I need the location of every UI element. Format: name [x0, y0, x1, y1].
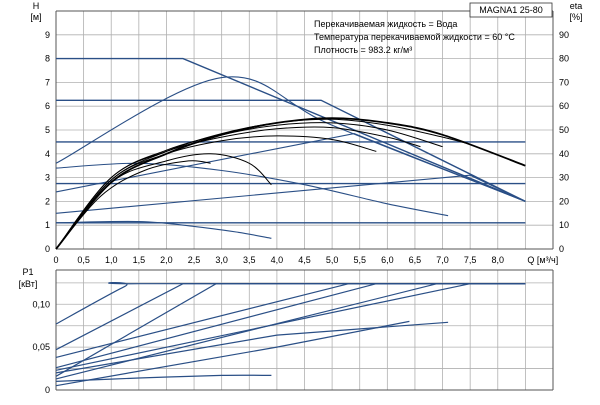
x-tick-label: 5,5 [353, 255, 366, 265]
y-tick-label: 9 [45, 30, 50, 40]
y-right-tick-label: 50 [559, 125, 569, 135]
x-tick-label: 3,0 [215, 255, 228, 265]
chart-title: MAGNA1 25-80 [479, 5, 543, 15]
y-right-tick-label: 20 [559, 196, 569, 206]
p1-tick-label: 0,10 [32, 299, 50, 309]
head-curve [55, 133, 526, 202]
y-right-tick-label: 30 [559, 173, 569, 183]
power-curve [55, 283, 526, 371]
x-tick-label: 7,5 [464, 255, 477, 265]
x-tick-label: 0 [53, 255, 58, 265]
title-box [469, 2, 553, 18]
y-tick-label: 3 [45, 173, 50, 183]
y-right-tick-label: 60 [559, 101, 569, 111]
efficiency-curve [55, 126, 421, 250]
y-tick-label: 8 [45, 54, 50, 64]
x-tick-label: 4,5 [298, 255, 311, 265]
y-right-axis-label: [%] [569, 12, 582, 22]
y-axis-label: H [33, 1, 40, 11]
head-curve [56, 57, 526, 203]
y-tick-label: 0 [45, 244, 50, 254]
x-tick-label: 8,0 [492, 255, 505, 265]
x-tick-label: 7,0 [436, 255, 449, 265]
x-tick-label: 6,0 [381, 255, 394, 265]
p1-tick-label: 0 [45, 385, 50, 395]
x-tick-label: 1,5 [133, 255, 146, 265]
x-axis-label: Q [м³/ч] [527, 255, 558, 265]
condition-line: Плотность = 983.2 кг/м³ [314, 45, 412, 55]
x-tick-label: 5,0 [326, 255, 339, 265]
condition-line: Перекачиваемая жидкость = Вода [314, 19, 457, 29]
y-tick-label: 1 [45, 220, 50, 230]
x-tick-label: 2,0 [160, 255, 173, 265]
x-tick-label: 0,5 [77, 255, 90, 265]
efficiency-curve [55, 153, 272, 250]
x-tick-label: 3,5 [243, 255, 256, 265]
power-curve [55, 374, 272, 382]
x-tick-label: 1,0 [105, 255, 118, 265]
condition-line: Температура перекачиваемой жидкости = 60… [314, 32, 515, 42]
y-tick-label: 5 [45, 125, 50, 135]
y-tick-label: 7 [45, 77, 50, 87]
p1-axis-label: P1 [22, 267, 33, 277]
y-right-tick-label: 0 [559, 244, 564, 254]
efficiency-curve [55, 160, 211, 250]
y-right-tick-label: 90 [559, 30, 569, 40]
y-right-tick-label: 40 [559, 149, 569, 159]
y-axis-label: [м] [30, 12, 41, 22]
y-right-tick-label: 80 [559, 54, 569, 64]
p1-tick-label: 0,05 [32, 342, 50, 352]
y-right-tick-label: 70 [559, 77, 569, 87]
y-tick-label: 2 [45, 196, 50, 206]
x-tick-label: 2,5 [188, 255, 201, 265]
y-tick-label: 4 [45, 149, 50, 159]
power-curve [55, 320, 410, 387]
y-tick-label: 6 [45, 101, 50, 111]
head-curve [56, 99, 526, 203]
head-curve [55, 220, 272, 239]
head-curve [55, 174, 526, 214]
p1-axis-label: [кВт] [19, 279, 38, 289]
x-tick-label: 6,5 [409, 255, 422, 265]
y-right-axis-label: eta [570, 1, 583, 11]
power-curve [55, 321, 449, 374]
y-right-tick-label: 10 [559, 220, 569, 230]
head-curve [55, 162, 449, 217]
efficiency-curve [55, 135, 377, 250]
x-tick-label: 4,0 [271, 255, 284, 265]
